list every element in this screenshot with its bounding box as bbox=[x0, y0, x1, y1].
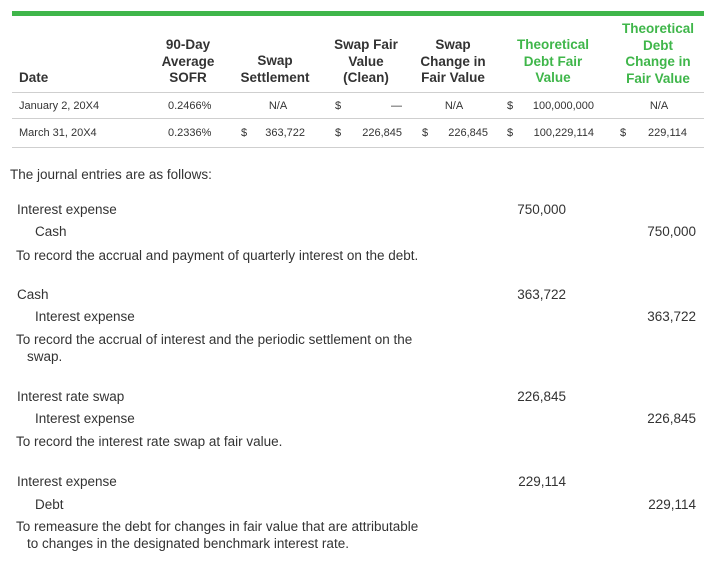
row1-date: January 2, 20X4 bbox=[19, 100, 100, 112]
row1-debt-fv: 100,000,000 bbox=[532, 100, 594, 112]
row-divider bbox=[12, 118, 704, 119]
header-debt-fair-value: Theoretical Debt Fair Value bbox=[516, 37, 590, 85]
journal-intro: The journal entries are as follows: bbox=[10, 167, 212, 182]
entry2-credit-account: Interest expense bbox=[35, 309, 135, 324]
header-sofr: 90-Day Average SOFR bbox=[161, 37, 215, 85]
row1-debt-fv-currency: $ bbox=[507, 100, 514, 112]
header-swap-settlement: Swap Settlement bbox=[240, 53, 310, 85]
accent-bar bbox=[12, 11, 704, 16]
table-bottom-divider bbox=[12, 147, 704, 148]
row2-debt-change-currency: $ bbox=[620, 127, 627, 139]
row1-swap-fv: — bbox=[391, 100, 402, 112]
row1-swap-change: N/A bbox=[444, 100, 464, 112]
entry4-debit-account: Interest expense bbox=[17, 474, 117, 489]
row2-swap-fv-currency: $ bbox=[335, 127, 342, 139]
row2-debt-fv: 100,229,114 bbox=[533, 127, 594, 139]
row1-sofr: 0.2466% bbox=[168, 100, 212, 112]
row2-debt-fv-currency: $ bbox=[507, 127, 514, 139]
row1-debt-change: N/A bbox=[649, 100, 669, 112]
entry4-credit-account: Debt bbox=[35, 497, 64, 512]
header-divider bbox=[12, 92, 704, 93]
entry1-description: To record the accrual and payment of qua… bbox=[16, 248, 419, 263]
row1-settlement: N/A bbox=[268, 100, 288, 112]
entry3-description: To record the interest rate swap at fair… bbox=[16, 434, 283, 449]
row2-swap-fv: 226,845 bbox=[362, 127, 402, 139]
header-debt-change: Theoretical Debt Change in Fair Value bbox=[621, 21, 695, 86]
entry1-credit-amount: 750,000 bbox=[647, 224, 696, 239]
entry4-credit-amount: 229,114 bbox=[648, 497, 696, 512]
entry1-credit-account: Cash bbox=[35, 224, 67, 239]
row2-swap-change-currency: $ bbox=[422, 127, 429, 139]
entry2-debit-amount: 363,722 bbox=[517, 287, 566, 302]
entry2-description: To record the accrual of interest and th… bbox=[16, 332, 413, 364]
row2-settlement: 363,722 bbox=[265, 127, 305, 139]
entry3-debit-account: Interest rate swap bbox=[17, 389, 125, 404]
entry3-debit-amount: 226,845 bbox=[517, 389, 566, 404]
row2-swap-change: 226,845 bbox=[448, 127, 488, 139]
row2-settlement-currency: $ bbox=[241, 127, 248, 139]
row1-swap-fv-currency: $ bbox=[335, 100, 342, 112]
entry1-debit-amount: 750,000 bbox=[517, 202, 566, 217]
header-date: Date bbox=[19, 70, 49, 85]
entry2-credit-amount: 363,722 bbox=[647, 309, 696, 324]
entry1-debit-account: Interest expense bbox=[17, 202, 117, 217]
header-swap-change: Swap Change in Fair Value bbox=[420, 37, 486, 85]
entry2-debit-account: Cash bbox=[17, 287, 49, 302]
entry4-debit-amount: 229,114 bbox=[518, 474, 566, 489]
row2-date: March 31, 20X4 bbox=[19, 127, 97, 139]
entry3-credit-account: Interest expense bbox=[35, 411, 135, 426]
row2-debt-change: 229,114 bbox=[648, 127, 687, 139]
header-swap-fair-value: Swap Fair Value (Clean) bbox=[334, 37, 398, 85]
entry3-credit-amount: 226,845 bbox=[647, 411, 696, 426]
row2-sofr: 0.2336% bbox=[168, 127, 212, 139]
entry4-description: To remeasure the debt for changes in fai… bbox=[16, 519, 419, 551]
